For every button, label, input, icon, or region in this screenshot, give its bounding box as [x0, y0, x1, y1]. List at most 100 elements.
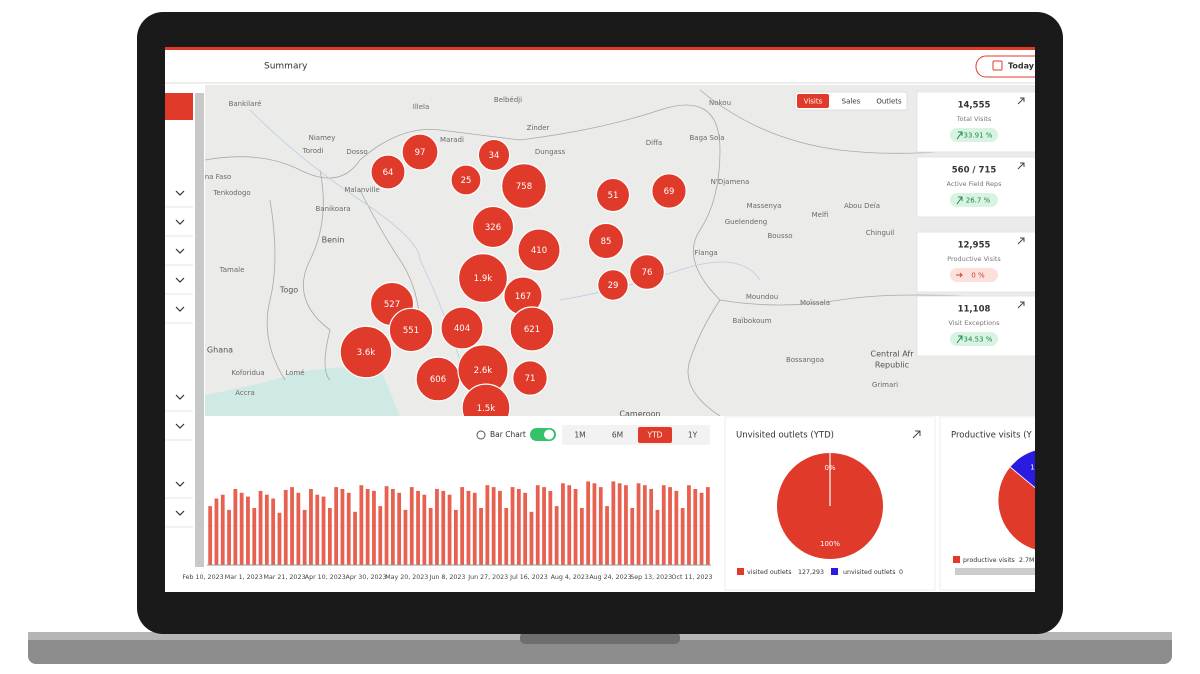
kpi-change: 26.7 %	[966, 197, 991, 205]
bar	[485, 485, 490, 565]
sidebar-chevron[interactable]	[175, 481, 185, 487]
cluster-label: 1.5k	[477, 404, 496, 414]
map-tab[interactable]: Visits	[804, 98, 823, 106]
legend-value: 127,293	[798, 569, 824, 576]
expand-icon[interactable]	[1017, 237, 1025, 245]
map-tab-active[interactable]	[797, 94, 829, 108]
bar	[378, 506, 383, 565]
cluster-marker[interactable]	[339, 325, 393, 379]
sidebar-active[interactable]	[165, 93, 193, 120]
bar	[384, 486, 389, 565]
range-option[interactable]: 1M	[574, 431, 585, 440]
range-option[interactable]: 1Y	[688, 431, 698, 440]
map-place-label: Banikoara	[315, 205, 350, 213]
map-place-label: Koforidua	[231, 369, 264, 377]
sidebar-chevron[interactable]	[175, 510, 185, 516]
cluster-marker[interactable]	[587, 222, 625, 260]
cluster-marker[interactable]	[388, 307, 434, 353]
cluster-label: 404	[454, 324, 470, 334]
date-button[interactable]	[975, 55, 1046, 78]
expand-icon[interactable]	[1017, 301, 1025, 309]
map-place-label: Guelendeng	[725, 218, 768, 226]
bar	[498, 490, 502, 565]
bar	[510, 487, 515, 565]
bar	[447, 494, 452, 565]
cluster-marker[interactable]	[628, 253, 666, 291]
bar	[435, 489, 439, 565]
sidebar-chevron[interactable]	[175, 394, 185, 400]
cluster-marker[interactable]	[440, 306, 484, 350]
bar	[617, 483, 622, 565]
pie-slice	[997, 466, 1035, 551]
bar	[624, 485, 628, 565]
toggle-label: Bar Chart	[490, 430, 526, 439]
cluster-marker[interactable]	[471, 205, 515, 249]
cluster-label: 25	[461, 176, 472, 186]
bar	[397, 492, 402, 565]
date-button-label: Today	[1008, 62, 1035, 71]
cluster-marker[interactable]	[450, 164, 482, 196]
pie-slice	[1009, 449, 1035, 489]
map-place-label: Bankilaré	[229, 100, 262, 108]
cluster-marker[interactable]	[597, 269, 629, 301]
range-active[interactable]	[638, 427, 672, 443]
cluster-label: 69	[664, 187, 675, 197]
map-ocean	[205, 367, 400, 416]
kpi-label: Productive Visits	[947, 255, 1001, 263]
cluster-marker[interactable]	[501, 163, 547, 209]
cluster-label: 71	[525, 374, 536, 384]
bar	[453, 509, 458, 565]
map[interactable]: Bankilaré Illela Belbédji Nokou Niamey Maradi…	[205, 85, 1035, 432]
kpi-change: 34.53 %	[964, 336, 993, 344]
bar	[290, 487, 294, 565]
sidebar-chevron[interactable]	[175, 306, 185, 312]
expand-icon[interactable]	[1017, 97, 1025, 105]
cluster-marker[interactable]	[477, 138, 511, 172]
cluster-marker[interactable]	[461, 383, 511, 432]
expand-icon[interactable]	[1017, 162, 1025, 170]
cluster-marker[interactable]	[517, 228, 561, 272]
legend-swatch	[831, 568, 838, 575]
calendar-icon	[992, 60, 1003, 71]
map-tab[interactable]: Outlets	[876, 98, 902, 106]
cluster-marker[interactable]	[509, 306, 555, 352]
bar	[390, 489, 395, 565]
bar	[372, 490, 376, 565]
cluster-marker[interactable]	[401, 133, 439, 171]
bar	[680, 508, 685, 565]
bar	[661, 485, 666, 565]
bar	[605, 506, 609, 565]
sidebar-chevron[interactable]	[175, 248, 185, 254]
sidebar-chevron[interactable]	[175, 190, 185, 196]
bar	[579, 508, 584, 565]
sidebar-chevron[interactable]	[175, 423, 185, 429]
range-option[interactable]: YTD	[647, 431, 663, 440]
map-place-label: Republic	[875, 361, 909, 370]
range-option[interactable]: 6M	[612, 431, 623, 440]
cluster-label: 606	[430, 375, 446, 385]
cluster-label: 758	[516, 182, 532, 192]
sidebar-chevron[interactable]	[175, 219, 185, 225]
bar	[548, 490, 553, 565]
cluster-marker[interactable]	[512, 360, 548, 396]
x-tick-label: Aug 4, 2023	[551, 574, 589, 581]
map-place-label: Moundou	[746, 293, 778, 301]
kpi-label: Visit Exceptions	[948, 319, 1000, 327]
bar	[233, 489, 238, 565]
bar	[220, 494, 225, 565]
cluster-marker[interactable]	[595, 177, 631, 213]
cluster-marker[interactable]	[651, 173, 687, 209]
cluster-marker[interactable]	[370, 154, 406, 190]
map-place-label: Central Afr	[871, 350, 915, 359]
bar	[422, 494, 427, 565]
bar	[472, 492, 477, 565]
map-tab[interactable]: Sales	[842, 98, 861, 106]
range-selector	[562, 425, 710, 445]
cluster-marker[interactable]	[458, 253, 508, 303]
sidebar-chevron[interactable]	[175, 277, 185, 283]
bar	[687, 485, 691, 565]
scrollbar[interactable]	[195, 93, 204, 567]
expand-icon[interactable]	[912, 430, 921, 439]
bar	[466, 490, 471, 565]
pie-label: 0%	[824, 464, 835, 472]
